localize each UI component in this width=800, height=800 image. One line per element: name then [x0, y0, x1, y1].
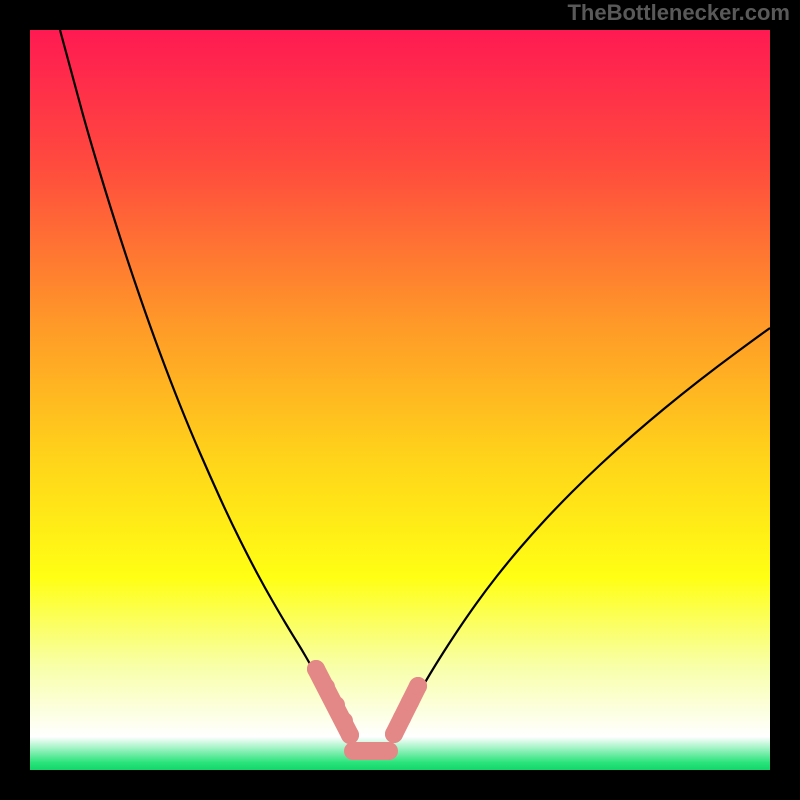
- plot-svg: [30, 30, 770, 770]
- valley-dot: [393, 709, 411, 727]
- valley-plateau: [344, 742, 398, 760]
- gradient-bg: [30, 30, 770, 770]
- valley-dot: [307, 660, 325, 678]
- valley-dot: [409, 677, 427, 695]
- plot-area: [30, 30, 770, 770]
- valley-dot: [317, 678, 335, 696]
- valley-dot: [327, 696, 345, 714]
- valley-dot: [401, 693, 419, 711]
- watermark-text: TheBottlenecker.com: [567, 0, 790, 26]
- valley-dot: [385, 725, 403, 743]
- valley-dot: [341, 726, 359, 744]
